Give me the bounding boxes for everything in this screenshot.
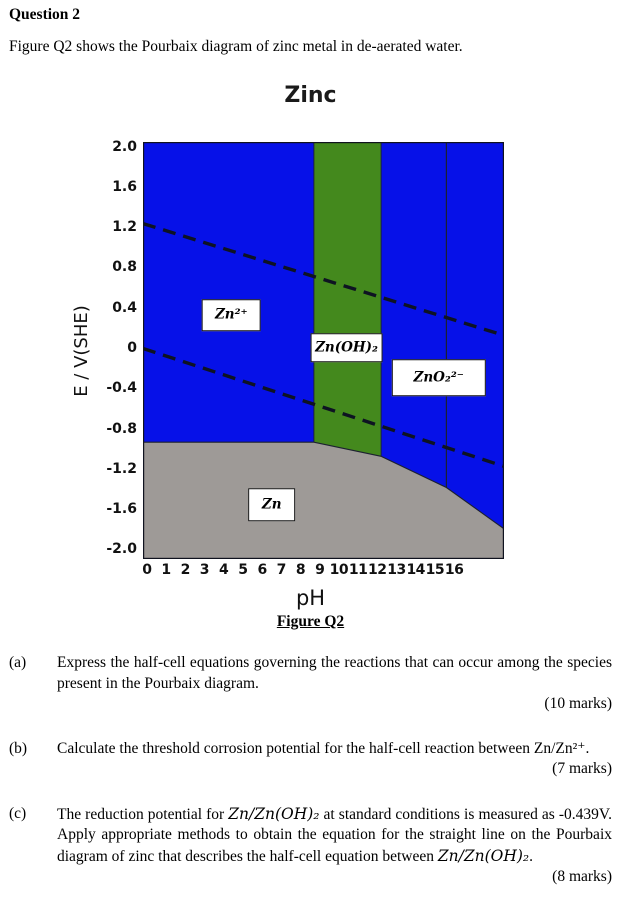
region-label-zno2: ZnO₂²⁻ [391, 358, 486, 397]
region-label-zn2plus: Zn²⁺ [201, 299, 261, 331]
x-tick-label-6: 6 [257, 562, 267, 578]
x-tick-label-4: 4 [218, 562, 229, 578]
y-tick-label-0.8: 0.8 [112, 259, 137, 276]
x-tick-label-12: 12 [368, 562, 387, 578]
x-tick-label-16: 16 [444, 562, 464, 578]
question-text: at standard conditions is measured as -0… [57, 805, 612, 865]
questions-section: (a) Express the half-cell equations gover… [9, 653, 612, 912]
x-tick-label-13: 13 [387, 562, 406, 578]
chart-title: Zinc [284, 83, 337, 108]
question-letter: (b) [9, 739, 28, 757]
x-tick-label-2: 2 [180, 562, 191, 578]
y-tick-label--0.4: -0.4 [106, 380, 137, 397]
y-tick-label--2.0: -2.0 [106, 541, 137, 558]
question-item-c: (c) The reduction potential for Zn/Zn(OH)… [9, 804, 612, 888]
hydrogen-evolution-dashed-line [143, 346, 504, 468]
y-tick-label-0.4: 0.4 [112, 299, 137, 316]
question-body: Express the half-cell equations governin… [57, 653, 612, 694]
intro-text: Figure Q2 shows the Pourbaix diagram of … [9, 38, 463, 55]
question-body: Calculate the threshold corrosion potent… [57, 739, 612, 760]
x-tick-label-0: 0 [142, 562, 152, 578]
region-label-znoh2: Zn(OH)₂ [310, 332, 383, 363]
y-tick-label--1.6: -1.6 [106, 501, 137, 518]
y-tick-label-1.2: 1.2 [112, 219, 137, 236]
question-letter: (a) [9, 654, 27, 671]
marks-label: (7 marks) [552, 760, 612, 777]
x-tick-label-3: 3 [199, 562, 210, 578]
x-tick-label-7: 7 [276, 562, 287, 578]
x-tick-label-15: 15 [425, 562, 445, 578]
x-tick-label-10: 10 [329, 562, 349, 578]
question-text: Calculate the threshold corrosion potent… [57, 739, 590, 757]
zn-metal-boundary-line [143, 441, 504, 530]
question-text: . [529, 847, 534, 865]
x-axis-label: pH [295, 586, 326, 610]
region-label-zn-metal: Zn [247, 487, 296, 522]
x-tick-label-9: 9 [315, 562, 325, 578]
question-body: The reduction potential for Zn/Zn(OH)₂ a… [57, 804, 612, 868]
figure-caption: Figure Q2 [276, 613, 345, 630]
marks-label: (10 marks) [544, 695, 612, 712]
question-text: Express the half-cell equations governin… [57, 654, 612, 692]
y-tick-label--0.8: -0.8 [106, 420, 137, 437]
question-heading: Question 2 [9, 6, 81, 23]
y-tick-label-0: 0 [127, 340, 137, 356]
x-tick-label-8: 8 [295, 562, 306, 578]
zn-metal-region [143, 442, 504, 559]
math-expression: Zn/Zn(OH)₂ [228, 804, 320, 823]
question-text: The reduction potential for [57, 805, 229, 823]
math-expression: Zn/Zn(OH)₂ [437, 846, 530, 865]
y-tick-label-1.6: 1.6 [112, 178, 137, 195]
pourbaix-plot-area: 2.0 1.6 1.2 0.8 0.4 0 -0.4 -0.8 -1.2 -1.6 -2.0 0 1 2 3… [106, 139, 504, 578]
question-letter: (c) [9, 804, 27, 822]
x-tick-label-11: 11 [348, 562, 368, 578]
x-tick-label-14: 14 [406, 562, 425, 578]
y-tick-label-2.0: 2.0 [112, 138, 137, 155]
marks-label: (8 marks) [552, 868, 612, 885]
plot-frame [143, 142, 504, 559]
y-axis-label: E / V(SHE) [71, 305, 92, 397]
question-item-a: (a) Express the half-cell equations gover… [9, 653, 612, 715]
x-tick-label-5: 5 [238, 562, 248, 578]
question-item-b: (b) Calculate the threshold corrosion pot… [9, 739, 612, 780]
y-tick-label--1.2: -1.2 [106, 460, 137, 477]
x-tick-label-1: 1 [161, 562, 171, 578]
